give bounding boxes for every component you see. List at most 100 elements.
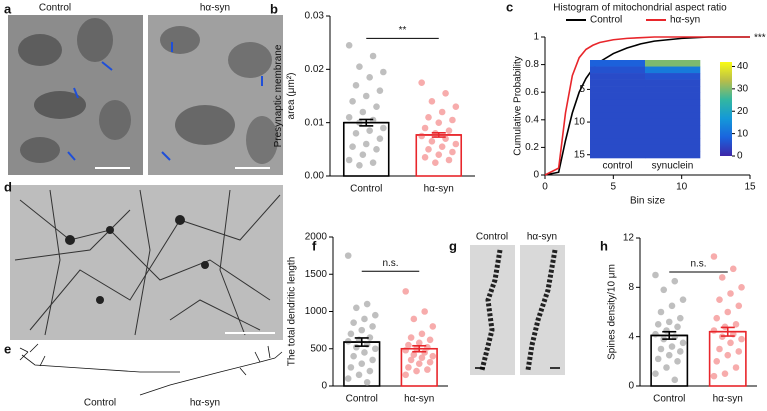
data-point xyxy=(679,296,687,303)
data-point xyxy=(407,334,415,341)
data-point xyxy=(358,360,366,367)
data-point xyxy=(676,348,684,355)
data-point xyxy=(405,364,412,371)
data-point xyxy=(452,140,460,148)
heatmap-cell xyxy=(590,60,646,67)
data-point xyxy=(710,327,718,334)
image-label: hα-syn xyxy=(190,398,220,409)
panel-letter: d xyxy=(4,179,12,194)
significance-label: ** xyxy=(399,25,407,36)
data-point xyxy=(402,346,410,354)
data-point xyxy=(652,330,659,338)
data-point xyxy=(344,375,352,382)
data-point xyxy=(442,90,449,97)
heatmap-cell xyxy=(645,92,701,100)
x-tick-label: Control xyxy=(653,394,685,405)
heatmap-cell xyxy=(645,112,701,120)
panel-e-tracings: Control hα-syn xyxy=(19,343,283,409)
panel-letter: c xyxy=(506,0,513,14)
line-series xyxy=(544,36,750,176)
data-point xyxy=(415,339,423,347)
data-point xyxy=(366,367,374,375)
data-point xyxy=(449,148,456,156)
data-point xyxy=(347,330,355,338)
heatmap-cell xyxy=(590,66,646,74)
data-point xyxy=(654,321,662,328)
data-point xyxy=(352,82,360,89)
data-point xyxy=(732,321,740,328)
data-point xyxy=(424,366,431,373)
panel-letter: a xyxy=(4,1,12,16)
data-point xyxy=(369,52,377,60)
y-tick-label: 0.6 xyxy=(525,87,539,98)
data-point xyxy=(727,290,734,297)
x-axis-label: Bin size xyxy=(630,196,665,207)
data-point xyxy=(654,355,662,363)
y-tick-label: 0 xyxy=(321,381,327,392)
colorbar-tick-label: 0 xyxy=(737,151,743,162)
heatmap-cell xyxy=(590,118,646,126)
y-tick-label: 1 xyxy=(533,32,539,43)
data-point xyxy=(349,98,356,105)
data-point xyxy=(356,162,363,169)
y-tick-label: 0.03 xyxy=(305,11,325,22)
heatmap-cell xyxy=(590,131,646,139)
data-point xyxy=(352,130,360,137)
data-point xyxy=(660,286,668,294)
y-axis-label: Cumulative Probability xyxy=(513,56,524,156)
panel-g-images: Control hα-syn xyxy=(470,232,565,375)
y-axis-label: area (μm²) xyxy=(286,73,297,120)
panel-letter: h xyxy=(600,238,608,253)
data-point xyxy=(428,138,436,145)
data-point xyxy=(421,124,429,132)
data-point xyxy=(362,92,370,100)
heatmap-cell xyxy=(645,125,701,133)
data-point xyxy=(418,330,426,338)
y-tick-label: 1000 xyxy=(305,306,328,317)
heatmap-cell xyxy=(645,86,701,93)
data-point xyxy=(362,140,370,148)
data-point xyxy=(729,265,737,273)
data-point xyxy=(679,339,687,347)
data-point xyxy=(429,352,437,360)
x-tick-label: 5 xyxy=(611,182,617,193)
data-point xyxy=(445,156,453,164)
significance-label: n.s. xyxy=(690,259,706,270)
heatmap-cell xyxy=(645,79,701,87)
y-tick-label: 12 xyxy=(623,233,635,244)
data-point xyxy=(366,127,373,134)
chart-title: Histogram of mitochondrial aspect ratio xyxy=(553,3,727,14)
x-tick-label: 15 xyxy=(744,182,756,193)
data-point xyxy=(418,354,426,361)
x-tick-label: hα-syn xyxy=(424,184,454,195)
image-label: Control xyxy=(476,232,508,243)
data-point xyxy=(721,370,729,377)
colorbar-tick-label: 30 xyxy=(737,83,749,94)
heatmap-x-label: control xyxy=(602,161,632,172)
data-point xyxy=(380,124,387,132)
data-point xyxy=(724,351,732,359)
data-point xyxy=(359,151,367,158)
heatmap-x-label: synuclein xyxy=(652,161,694,172)
data-point xyxy=(402,371,410,379)
data-point xyxy=(345,114,353,121)
data-point xyxy=(435,119,443,126)
panel-letter: g xyxy=(449,238,457,253)
data-point xyxy=(345,42,353,49)
data-point xyxy=(353,304,360,312)
y-tick-label: 2000 xyxy=(305,232,328,243)
data-point xyxy=(418,79,425,86)
colorbar-tick-label: 40 xyxy=(737,61,749,72)
y-tick-label: 500 xyxy=(310,343,327,354)
heatmap-cell xyxy=(645,131,701,139)
heatmap-cell xyxy=(590,86,646,93)
data-point xyxy=(735,348,743,355)
y-tick-label: 8 xyxy=(628,282,634,293)
data-point xyxy=(665,318,673,326)
data-point xyxy=(738,284,745,291)
data-point xyxy=(732,364,740,371)
data-point xyxy=(428,98,436,105)
data-point xyxy=(713,314,721,322)
heatmap-cell xyxy=(645,118,701,126)
legend-label: Control xyxy=(590,15,622,26)
